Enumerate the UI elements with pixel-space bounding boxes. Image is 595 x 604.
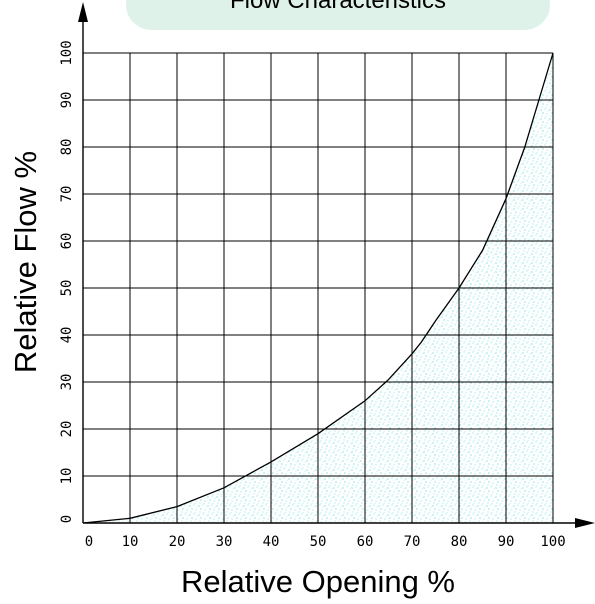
area-under-curve: [83, 53, 553, 523]
y-tick-label: 40: [59, 327, 75, 344]
y-tick-label: 50: [59, 280, 75, 297]
y-tick-label: 10: [59, 468, 75, 485]
x-tick-label: 80: [451, 534, 468, 550]
chart-title: Flow Characteristics: [230, 0, 446, 14]
x-tick-label: 50: [310, 534, 327, 550]
y-tick-label: 30: [59, 374, 75, 391]
y-tick-labels: 0 10 20 30 40 50 60 70 80 90 100: [59, 40, 75, 523]
x-tick-label: 20: [169, 534, 186, 550]
y-tick-label: 80: [59, 139, 75, 156]
y-axis-title: Relative Flow %: [8, 151, 43, 373]
axes: [78, 2, 595, 528]
x-tick-label: 10: [122, 534, 139, 550]
x-tick-label: 0: [85, 534, 93, 550]
x-axis-title: Relative Opening %: [181, 564, 455, 599]
y-tick-label: 100: [59, 40, 75, 65]
y-tick-label: 70: [59, 186, 75, 203]
y-tick-label: 0: [59, 515, 75, 523]
x-tick-label: 40: [263, 534, 280, 550]
x-tick-label: 70: [404, 534, 421, 550]
x-tick-label: 30: [216, 534, 233, 550]
x-tick-labels: 0 10 20 30 40 50 60 70 80 90 100: [85, 534, 566, 550]
chart-title-background: [126, 0, 550, 30]
y-tick-label: 60: [59, 233, 75, 250]
x-tick-label: 60: [357, 534, 374, 550]
x-tick-label: 90: [498, 534, 515, 550]
chart-title-box: Flow Characteristics: [126, 0, 550, 30]
y-tick-label: 90: [59, 92, 75, 109]
x-tick-label: 100: [540, 534, 565, 550]
y-tick-label: 20: [59, 421, 75, 438]
x-axis-arrow-icon: [575, 518, 595, 528]
y-axis-arrow-icon: [78, 2, 88, 22]
flow-curve: [82, 52, 554, 524]
grid-lines: [83, 52, 554, 523]
